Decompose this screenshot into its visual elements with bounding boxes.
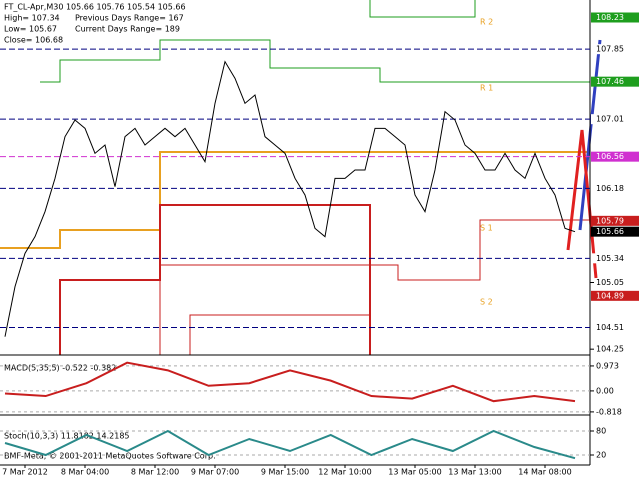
level-label: 108.23 xyxy=(596,13,624,22)
level-label: 106.56 xyxy=(596,152,624,161)
level-box xyxy=(591,12,639,23)
level-box xyxy=(591,183,639,194)
level-label: 104.89 xyxy=(596,291,624,300)
level-box xyxy=(591,215,639,226)
pivot-label: R 2 xyxy=(480,18,493,27)
footer: BMF-Meta, © 2001-2011 MetaQuotes Softwar… xyxy=(4,452,216,461)
level-label: 105.79 xyxy=(596,216,624,225)
pivot-label: R 1 xyxy=(480,84,493,93)
y-tick-label: 104.25 xyxy=(596,345,624,354)
x-tick-label: 9 Mar 15:00 xyxy=(261,468,309,477)
y-tick-label: 80 xyxy=(596,427,606,436)
x-tick-label: 9 Mar 07:00 xyxy=(191,468,239,477)
chart-title: FT_CL-Apr,M30 105.66 105.76 105.54 105.6… xyxy=(4,3,186,12)
info: High= 107.34 xyxy=(4,14,60,23)
x-tick-label: 7 Mar 2012 xyxy=(2,468,48,477)
level-label: 105.34 xyxy=(596,254,624,263)
level-label: 107.85 xyxy=(596,45,624,54)
pivot-step xyxy=(59,204,371,355)
pivot-step xyxy=(159,219,590,355)
x-tick-label: 13 Mar 13:00 xyxy=(448,468,501,477)
pivot-step xyxy=(369,0,476,18)
price-line xyxy=(4,361,576,403)
x-tick-label: 8 Mar 12:00 xyxy=(131,468,179,477)
y-tick-label: 20 xyxy=(596,451,606,460)
level-box xyxy=(591,114,639,125)
pivot-label: S 1 xyxy=(480,224,493,233)
level-label: 104.51 xyxy=(596,323,624,332)
y-tick-label: 0.00 xyxy=(596,386,614,395)
level-box xyxy=(591,226,639,237)
panel-title: MACD(5,35,5) -0.522 -0.382 xyxy=(4,364,116,373)
info: Low= 105.67 xyxy=(4,25,57,34)
y-tick-label: -0.818 xyxy=(596,407,622,416)
level-box xyxy=(591,44,639,55)
level-box xyxy=(591,322,639,333)
level-box xyxy=(591,76,639,87)
level-label: 106.18 xyxy=(596,184,624,193)
pivot-step xyxy=(189,314,371,355)
level-box xyxy=(591,253,639,264)
y-tick-label: 0.973 xyxy=(596,361,619,370)
level-box xyxy=(591,290,639,301)
y-tick-label: 105.05 xyxy=(596,278,624,287)
level-box xyxy=(591,151,639,162)
info: Close= 106.68 xyxy=(4,36,63,45)
x-tick-label: 13 Mar 05:00 xyxy=(388,468,441,477)
level-label: 107.46 xyxy=(596,77,624,86)
x-tick-label: 8 Mar 04:00 xyxy=(61,468,109,477)
pivot-label: S 2 xyxy=(480,298,493,307)
level-label: 107.01 xyxy=(596,115,624,124)
price-line xyxy=(4,60,576,337)
x-tick-label: 12 Mar 10:00 xyxy=(318,468,371,477)
pivot-step xyxy=(40,39,590,83)
info: Current Days Range= 189 xyxy=(75,25,180,34)
info: Previous Days Range= 167 xyxy=(75,14,184,23)
level-label: 105.66 xyxy=(596,227,624,236)
price-line xyxy=(4,429,576,460)
x-tick-label: 14 Mar 08:00 xyxy=(518,468,571,477)
panel-title: Stoch(10,3,3) 11.8182 14.2185 xyxy=(4,432,130,441)
